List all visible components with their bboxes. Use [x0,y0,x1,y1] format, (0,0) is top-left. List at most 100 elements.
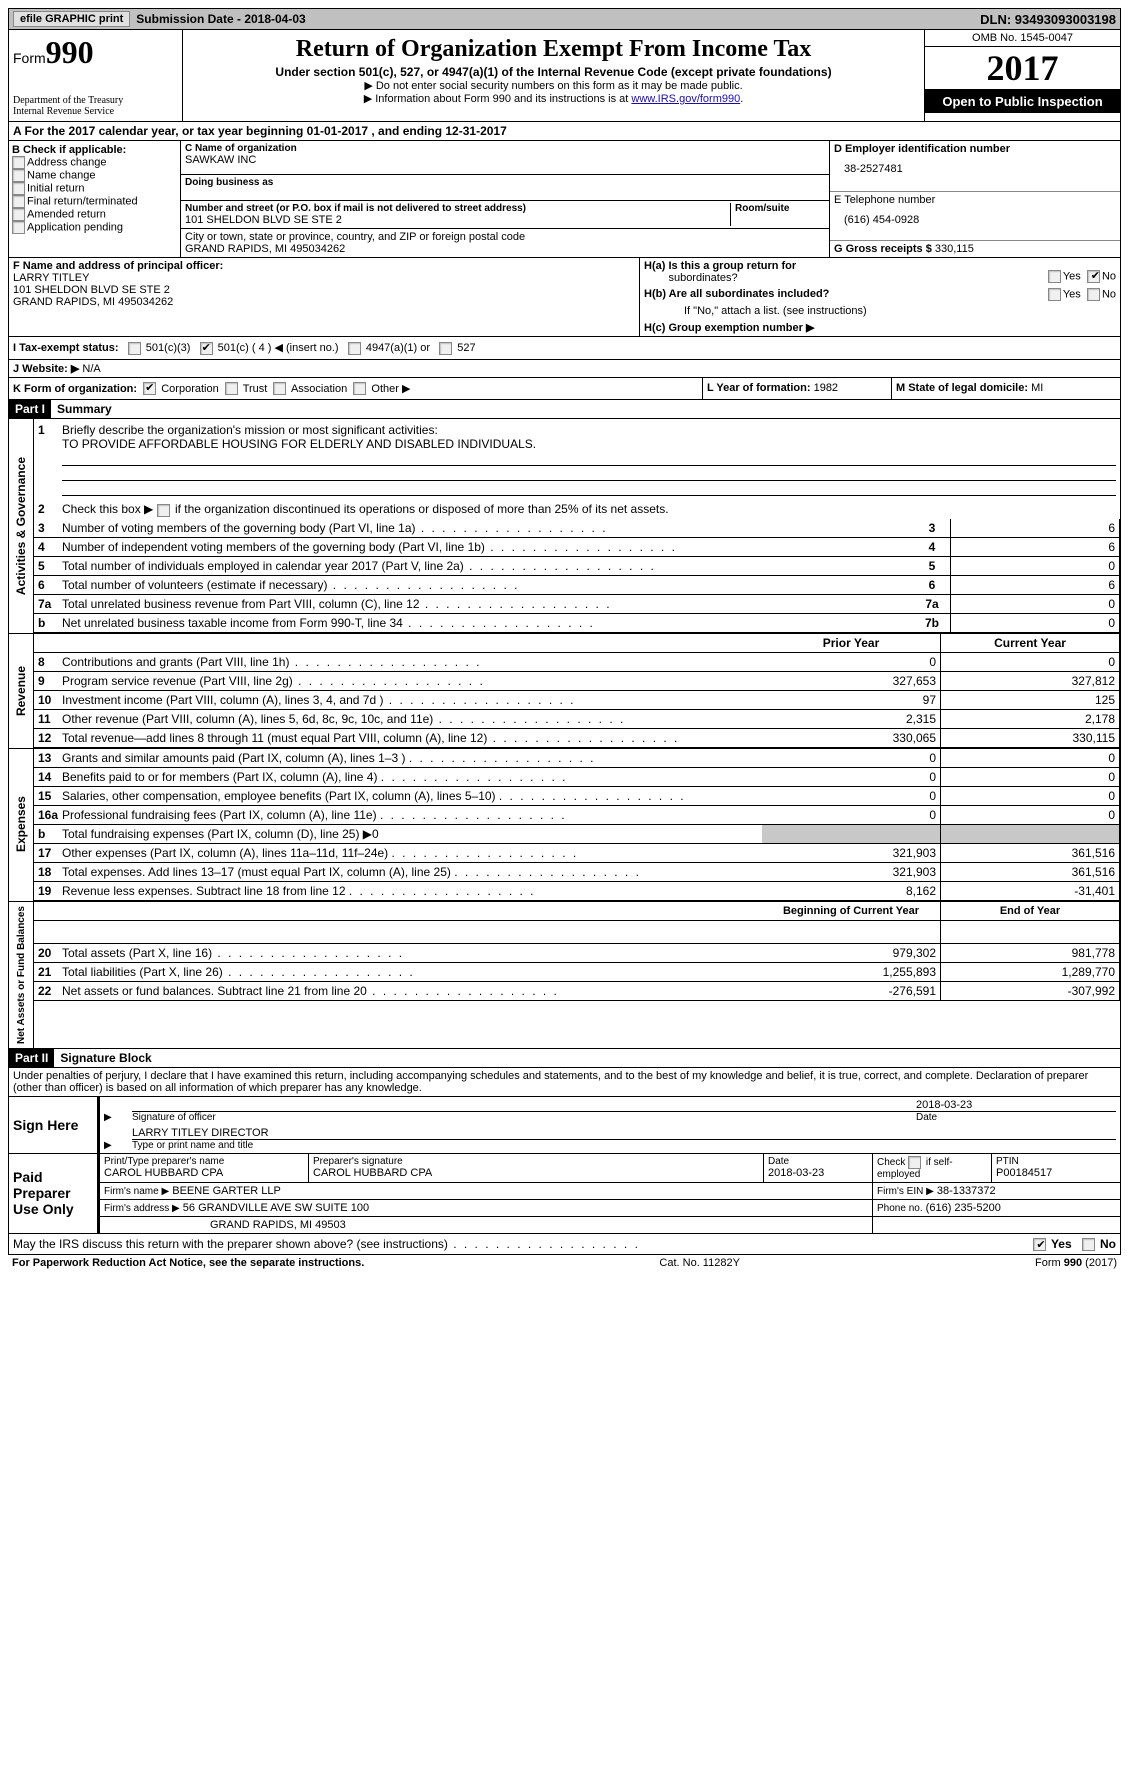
cb-ha-no[interactable] [1087,270,1100,283]
gross: 330,115 [935,243,974,255]
addr-lbl: Number and street (or P.O. box if mail i… [185,203,726,214]
part2-header: Part II Signature Block [8,1049,1121,1068]
tax-status-lbl: I Tax-exempt status: [13,342,119,354]
website-lbl: J Website: ▶ [13,363,79,375]
form-header: Form990 Department of the Treasury Inter… [8,30,1121,122]
tel-lbl: E Telephone number [834,194,1116,206]
cb-amended[interactable] [12,208,25,221]
cb-527[interactable] [439,342,452,355]
omb-number: OMB No. 1545-0047 [925,30,1120,47]
cb-address-change[interactable] [12,156,25,169]
preparer-date: 2018-03-23 [768,1167,868,1179]
org-info-block: B Check if applicable: Address change Na… [8,141,1121,258]
section-a: A For the 2017 calendar year, or tax yea… [8,122,1121,141]
cb-ha-yes[interactable] [1048,270,1061,283]
arrow-icon [104,1111,114,1123]
gross-lbl: G Gross receipts $ [834,243,932,255]
cb-4947[interactable] [348,342,361,355]
line2-text: Check this box ▶ if the organization dis… [62,502,669,516]
cb-name-change[interactable] [12,169,25,182]
cb-assoc[interactable] [273,382,286,395]
firm-name: BEENE GARTER LLP [172,1185,281,1197]
sig-officer-lbl: Signature of officer [132,1112,916,1123]
form-subtitle1: Under section 501(c), 527, or 4947(a)(1)… [191,65,916,79]
dept-line2: Internal Revenue Service [13,106,178,117]
tab-governance: Activities & Governance [12,453,30,599]
preparer-sig: CAROL HUBBARD CPA [313,1167,759,1179]
part1-header: Part I Summary [8,400,1121,419]
cb-discuss-yes[interactable] [1033,1238,1046,1251]
efile-button[interactable]: efile GRAPHIC print [13,11,130,27]
officer-printed-lbl: Type or print name and title [132,1140,1116,1151]
preparer-table: Paid Preparer Use Only Print/Type prepar… [8,1154,1121,1234]
city-lbl: City or town, state or province, country… [185,231,825,243]
org-name: SAWKAW INC [185,154,825,166]
sign-date: 2018-03-23 [916,1099,1116,1112]
self-employed: Check if self-employed [873,1154,992,1183]
cb-final-return[interactable] [12,195,25,208]
officer-lbl: F Name and address of principal officer: [13,260,635,272]
cb-501c[interactable] [200,342,213,355]
dept-line1: Department of the Treasury [13,95,178,106]
cb-trust[interactable] [225,382,238,395]
sign-here: Sign Here [9,1097,99,1154]
paid-preparer: Paid Preparer Use Only [9,1154,99,1234]
cb-discontinued[interactable] [157,504,170,517]
officer-addr2: GRAND RAPIDS, MI 495034262 [13,296,635,308]
revenue-table: Prior YearCurrent Year8Contributions and… [34,634,1120,748]
room-lbl: Room/suite [735,203,825,214]
open-to-public: Open to Public Inspection [925,90,1120,113]
discuss-question: May the IRS discuss this return with the… [13,1237,448,1251]
tab-net-assets: Net Assets or Fund Balances [14,902,29,1048]
section-b-title: B Check if applicable: [12,144,177,156]
firm-phone: (616) 235-5200 [926,1202,1001,1214]
firm-ein: 38-1337372 [937,1185,996,1197]
arrow-icon [104,1139,114,1151]
form-label: Form [13,50,46,66]
form-subtitle2a: ▶ Do not enter social security numbers o… [191,79,916,92]
paperwork-notice: For Paperwork Reduction Act Notice, see … [12,1257,364,1269]
submission-date: Submission Date - 2018-04-03 [136,12,305,26]
form-number: 990 [46,34,94,70]
cb-hb-yes[interactable] [1048,288,1061,301]
officer-addr1: 101 SHELDON BLVD SE STE 2 [13,284,635,296]
perjury-text: Under penalties of perjury, I declare th… [8,1068,1121,1097]
cb-hb-no[interactable] [1087,288,1100,301]
cb-corp[interactable] [143,382,156,395]
form-subtitle2b: ▶ Information about Form 990 and its ins… [364,93,632,105]
ptin: P00184517 [996,1167,1116,1179]
website: N/A [79,363,100,375]
cb-other[interactable] [353,382,366,395]
dba-lbl: Doing business as [185,177,825,188]
net-assets-table: Beginning of Current YearEnd of Year20To… [34,902,1120,1001]
firm-city: GRAND RAPIDS, MI 49503 [99,1216,873,1233]
signature-table: Sign Here 2018-03-23 Signature of office… [8,1097,1121,1154]
domicile-lbl: M State of legal domicile: [896,382,1028,394]
cb-501c3[interactable] [128,342,141,355]
form-org-lbl: K Form of organization: [13,383,137,395]
mission-text: TO PROVIDE AFFORDABLE HOUSING FOR ELDERL… [62,437,536,451]
governance-table: 3Number of voting members of the governi… [34,519,1120,633]
tab-revenue: Revenue [12,662,30,720]
cb-application-pending[interactable] [12,221,25,234]
sign-date-lbl: Date [916,1112,1116,1123]
year-formation-lbl: L Year of formation: [707,382,811,394]
cb-initial-return[interactable] [12,182,25,195]
domicile: MI [1031,382,1043,394]
ein: 38-2527481 [834,155,1116,191]
cb-discuss-no[interactable] [1082,1238,1095,1251]
firm-addr: 56 GRANDVILLE AVE SW SUITE 100 [183,1202,369,1214]
expenses-table: 13Grants and similar amounts paid (Part … [34,749,1120,901]
officer-printed-name: LARRY TITLEY DIRECTOR [132,1127,1116,1140]
org-name-lbl: C Name of organization [185,143,825,154]
cb-self-employed[interactable] [908,1156,921,1169]
page-footer: For Paperwork Reduction Act Notice, see … [8,1254,1121,1271]
dln: DLN: 93493093003198 [980,12,1116,27]
tel: (616) 454-0928 [834,206,1116,238]
ein-lbl: D Employer identification number [834,143,1116,155]
top-bar: efile GRAPHIC print Submission Date - 20… [8,8,1121,30]
form-ref: Form 990 (2017) [1035,1257,1117,1269]
tab-expenses: Expenses [12,792,30,856]
mission-lbl: Briefly describe the organization's miss… [62,423,438,437]
irs-link[interactable]: www.IRS.gov/form990 [631,93,740,105]
